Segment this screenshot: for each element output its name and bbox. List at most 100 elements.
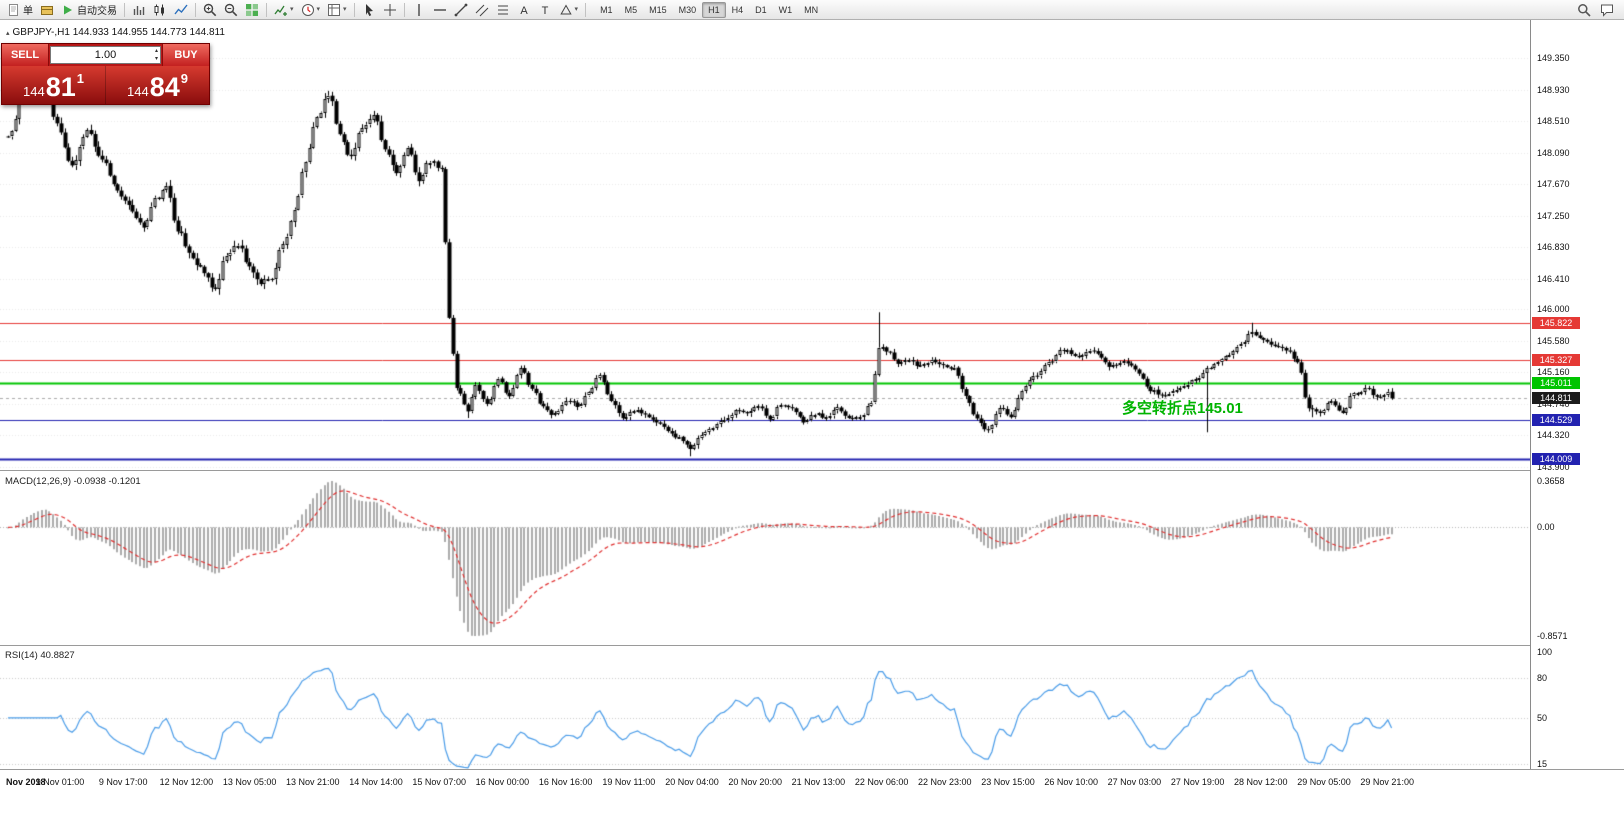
chat-button[interactable] (1597, 1, 1617, 19)
pane-separator (0, 769, 1624, 770)
sell-button[interactable]: SELL (2, 44, 49, 66)
orders-book-button[interactable] (37, 1, 57, 19)
periods-button[interactable]: ▾ (298, 1, 324, 19)
rsi-axis-label: 80 (1537, 673, 1548, 684)
macd-axis-label: -0.8571 (1537, 631, 1568, 641)
chart-text-annotation: 多空转折点145.01 (1122, 400, 1243, 417)
timeframe-m15[interactable]: M15 (649, 4, 667, 15)
time-axis-label: 9 Nov 17:00 (98, 777, 148, 787)
zoom-out-button[interactable] (221, 1, 241, 19)
shapes-button[interactable]: ▾ (556, 1, 582, 19)
macd-axis-label: 0.00 (1537, 522, 1555, 533)
pane-separator[interactable] (0, 645, 1624, 646)
horizontal-line-button[interactable] (430, 1, 450, 19)
fibo-icon (496, 3, 510, 17)
time-axis-label: 21 Nov 13:00 (791, 777, 846, 787)
play-icon (61, 3, 75, 17)
autotrade-button-label: 自动交易 (77, 6, 117, 17)
textA-icon: A (517, 3, 531, 17)
buy-price-sup: 9 (180, 71, 188, 86)
timeframe-mn[interactable]: MN (804, 4, 819, 15)
candlestick-chart-button[interactable] (150, 1, 170, 19)
timeframe-group: M1 M5 M15 M30 H1 H4 D1 W1 MN (594, 1, 824, 18)
current-price-tag: 144.811 (1532, 392, 1580, 405)
timeframe-m5[interactable]: M5 (624, 4, 638, 15)
price-axis[interactable]: 149.350 148.930 148.510 148.090 147.670 147.2… (1530, 20, 1624, 769)
time-axis[interactable]: Nov 2018 9 Nov 01:00 9 Nov 17:00 12 Nov 12:… (0, 770, 1624, 796)
search-button[interactable] (1574, 1, 1594, 19)
chart-symbol-label: ▴ GBPJPY-,H1 144.933 144.955 144.773 144… (6, 27, 225, 38)
zoom-in-button[interactable] (200, 1, 220, 19)
rsi-indicator-canvas[interactable] (0, 646, 1530, 769)
time-axis-label: 29 Nov 21:00 (1360, 777, 1414, 787)
indicators-button[interactable]: ▾ (271, 1, 297, 19)
sell-price-big: 81 (45, 72, 76, 102)
lot-stepper[interactable]: ▴ ▾ (155, 47, 158, 63)
trendline-button[interactable] (451, 1, 471, 19)
buy-price-prefix: 144 (127, 84, 149, 100)
fibonacci-button[interactable] (493, 1, 513, 19)
time-axis-label: 22 Nov 23:00 (918, 777, 972, 787)
macd-axis-label: 0.3658 (1537, 476, 1565, 486)
buy-button[interactable]: BUY (162, 44, 209, 66)
price-level-tag: 145.822 (1532, 316, 1580, 329)
timeframe-h4[interactable]: H4 (731, 4, 744, 15)
sell-price-display[interactable]: 144 81 1 (2, 66, 106, 104)
new-order-button-label: 单 (23, 6, 33, 17)
macd-indicator-canvas[interactable] (0, 471, 1530, 645)
time-axis-label: 29 Nov 05:00 (1297, 777, 1351, 787)
vertical-line-button[interactable] (409, 1, 429, 19)
tile-windows-button[interactable] (242, 1, 262, 19)
text-button[interactable]: A (514, 1, 534, 19)
price-axis-label: 143.900 (1537, 461, 1570, 472)
time-axis-label: 12 Nov 12:00 (159, 777, 214, 787)
price-axis-label: 148.930 (1537, 84, 1570, 95)
price-axis-label: 148.510 (1537, 116, 1570, 127)
rsi-axis-label: 50 (1537, 712, 1548, 723)
dropdown-caret-icon: ▾ (290, 5, 294, 13)
buy-price-display[interactable]: 144 84 9 (106, 66, 209, 104)
vline-icon (412, 3, 426, 17)
time-axis-label: 13 Nov 05:00 (222, 777, 277, 787)
autotrade-button[interactable]: 自动交易 (58, 1, 120, 19)
lot-down-icon[interactable]: ▾ (154, 56, 158, 62)
tile-icon (245, 3, 259, 17)
bar-chart-button[interactable] (129, 1, 149, 19)
toolbar-separator (585, 2, 587, 17)
channel-button[interactable] (472, 1, 492, 19)
timeframe-m30[interactable]: M30 (678, 4, 697, 15)
lot-size-input[interactable]: 1.00 ▴ ▾ (50, 46, 161, 64)
timeframe-m1[interactable]: M1 (600, 4, 613, 15)
new-order-button[interactable]: 单 (4, 1, 36, 19)
pane-separator[interactable] (0, 470, 1624, 471)
lot-size-value[interactable]: 1.00 (94, 49, 117, 61)
text-label-button[interactable]: T (535, 1, 555, 19)
time-axis-label: 26 Nov 10:00 (1044, 777, 1098, 787)
time-axis-label: 16 Nov 16:00 (538, 777, 593, 787)
price-level-tag: 145.011 (1532, 377, 1580, 390)
price-axis-label: 144.320 (1537, 430, 1570, 441)
crosshair-button[interactable] (380, 1, 400, 19)
templates-button[interactable]: ▾ (324, 1, 350, 19)
time-axis-label: 19 Nov 11:00 (602, 777, 656, 787)
macd-pane-label: MACD(12,26,9) -0.0938 -0.1201 (5, 476, 141, 487)
time-axis-label: 22 Nov 06:00 (854, 777, 909, 787)
symbol-marker-icon: ▴ (6, 29, 10, 37)
cursor-button[interactable] (359, 1, 379, 19)
timeframe-w1[interactable]: W1 (778, 4, 793, 15)
time-axis-label: 23 Nov 15:00 (981, 777, 1035, 787)
price-chart-canvas[interactable] (0, 20, 1530, 470)
line-chart-button[interactable] (171, 1, 191, 19)
time-axis-label: 13 Nov 21:00 (286, 777, 340, 787)
order-icon (7, 3, 21, 17)
chart-bars-icon (132, 3, 146, 17)
timeframe-h1[interactable]: H1 (702, 1, 726, 18)
main-toolbar: 单 自动交易 ▾ ▾ ▾ A T ▾ M1 M5 M15 M30 H1 H4 D1 W1 MN (0, 0, 1624, 20)
price-axis-label: 148.090 (1537, 147, 1570, 158)
lot-up-icon[interactable]: ▴ (154, 48, 158, 54)
crosshair-icon (383, 3, 397, 17)
timeframe-d1[interactable]: D1 (755, 4, 767, 15)
shapes-icon (559, 3, 573, 17)
buy-price-big: 84 (149, 72, 180, 102)
